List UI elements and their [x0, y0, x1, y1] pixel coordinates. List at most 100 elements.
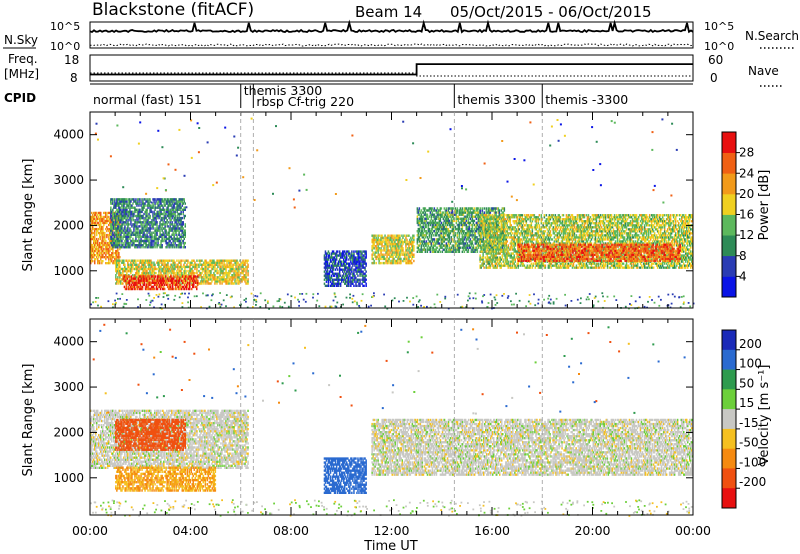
range-gate-cell	[140, 216, 142, 220]
range-gate-cell	[176, 200, 178, 203]
range-gate-cell	[244, 263, 246, 266]
range-gate-cell	[119, 221, 121, 224]
range-gate-cell	[138, 271, 140, 275]
range-gate-cell	[94, 249, 96, 253]
range-gate-cell	[146, 225, 148, 228]
range-gate-cell	[145, 239, 147, 243]
range-gate-cell	[117, 259, 119, 262]
range-gate-cell	[96, 211, 98, 215]
range-gate-cell	[93, 217, 95, 221]
range-gate-cell	[398, 249, 400, 252]
range-gate-cell	[117, 204, 119, 207]
range-gate-cell	[144, 221, 146, 224]
range-gate-cell	[325, 280, 328, 283]
range-gate-cell	[107, 262, 109, 265]
range-gate-cell	[99, 235, 101, 239]
range-gate-cell	[150, 277, 153, 280]
range-gate-cell	[94, 213, 96, 217]
range-gate-cell	[151, 225, 153, 228]
range-gate-cell	[475, 217, 478, 220]
range-gate-cell	[99, 252, 101, 255]
range-gate-cell	[339, 284, 342, 287]
range-gate-cell	[364, 258, 366, 261]
range-gate-cell	[141, 267, 143, 271]
range-gate-cell	[225, 267, 227, 271]
range-gate-cell	[169, 239, 171, 243]
range-gate-cell	[91, 245, 93, 249]
range-gate-cell	[154, 244, 156, 247]
range-gate-cell	[130, 267, 132, 271]
range-gate-cell	[475, 230, 478, 233]
range-gate-cell	[147, 221, 149, 224]
range-gate-cell	[335, 266, 338, 269]
range-gate-cell	[117, 212, 119, 216]
range-gate-cell	[418, 207, 421, 210]
range-gate-cell	[165, 221, 167, 224]
range-gate-cell	[166, 200, 168, 203]
range-gate-cell	[162, 208, 164, 211]
range-gate-cell	[135, 244, 137, 247]
range-gate-cell	[398, 242, 400, 246]
range-gate-cell	[166, 277, 169, 280]
range-gate-cell	[103, 223, 105, 227]
range-gate-cell	[110, 208, 112, 211]
range-gate-cell	[437, 250, 440, 253]
range-gate-cell	[413, 249, 415, 252]
range-gate-cell	[177, 227, 179, 230]
range-gate-cell	[134, 225, 136, 228]
range-gate-cell	[93, 221, 95, 225]
range-gate-cell	[373, 242, 375, 246]
range-gate-cell	[389, 245, 391, 248]
range-gate-cell	[91, 233, 93, 237]
range-gate-cell	[163, 233, 165, 236]
range-gate-cell	[471, 240, 474, 243]
range-gate-cell	[452, 223, 455, 227]
range-gate-cell	[143, 204, 145, 207]
range-gate-cell	[100, 237, 102, 241]
range-gate-cell	[112, 244, 114, 247]
range-gate-cell	[107, 241, 109, 245]
range-gate-cell	[139, 235, 141, 238]
range-gate-cell	[140, 241, 142, 245]
range-gate-cell	[137, 233, 139, 236]
range-gate-cell	[167, 263, 169, 266]
range-gate-cell	[139, 225, 141, 228]
range-gate-cell	[134, 267, 136, 271]
range-gate-cell	[121, 204, 123, 207]
range-gate-cell	[179, 219, 181, 222]
range-gate-cell	[161, 216, 163, 220]
range-gate-cell	[133, 212, 135, 216]
range-gate-cell	[398, 245, 400, 248]
range-gate-cell	[131, 259, 133, 262]
range-gate-cell	[96, 256, 98, 259]
range-gate-cell	[104, 219, 106, 223]
range-gate-cell	[181, 267, 183, 271]
range-gate-cell	[186, 263, 188, 266]
range-gate-cell	[94, 229, 96, 233]
range-gate-cell	[159, 202, 161, 205]
range-gate-cell	[137, 239, 139, 243]
range-gate-cell	[100, 223, 102, 227]
range-gate-cell	[169, 223, 171, 226]
range-gate-cell	[119, 216, 121, 220]
range-gate-cell	[165, 202, 167, 205]
range-gate-cell	[109, 237, 111, 241]
range-gate-cell	[171, 233, 173, 236]
range-gate-cell	[143, 259, 145, 262]
range-gate-cell	[362, 270, 364, 273]
range-gate-cell	[126, 229, 128, 232]
range-gate-cell	[174, 285, 177, 289]
range-gate-cell	[134, 221, 136, 224]
range-gate-cell	[107, 233, 109, 237]
range-gate-cell	[155, 237, 157, 241]
range-gate-cell	[103, 231, 105, 235]
range-gate-cell	[136, 276, 138, 279]
range-gate-cell	[106, 225, 108, 229]
range-gate-cell	[333, 284, 336, 287]
range-gate-cell	[164, 198, 166, 201]
range-gate-cell	[162, 200, 164, 203]
range-gate-cell	[344, 262, 346, 265]
range-gate-cell	[413, 259, 415, 263]
range-gate-cell	[127, 204, 129, 207]
range-gate-cell	[111, 235, 113, 238]
